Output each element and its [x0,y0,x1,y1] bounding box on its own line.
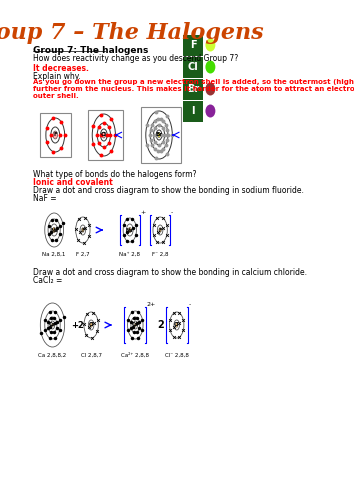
Circle shape [159,228,161,232]
Circle shape [53,228,56,232]
Text: Na: Na [126,228,133,232]
Text: Group 7: The halogens: Group 7: The halogens [33,46,149,55]
Text: -: - [171,210,173,215]
Text: Cl 2,8,7: Cl 2,8,7 [81,353,102,358]
FancyBboxPatch shape [183,79,203,100]
Circle shape [128,228,131,232]
Text: F: F [190,40,196,50]
Text: 2+: 2+ [147,302,156,307]
Text: NaF =: NaF = [33,194,57,203]
Circle shape [102,132,105,138]
Circle shape [158,132,160,138]
Text: Ca: Ca [132,322,139,328]
Text: Ionic and covalent: Ionic and covalent [33,178,113,187]
FancyBboxPatch shape [183,57,203,78]
FancyBboxPatch shape [183,35,203,56]
Text: Br: Br [187,84,199,94]
Text: Cl: Cl [88,322,94,328]
Text: F⁻ 2,8: F⁻ 2,8 [152,252,169,257]
Circle shape [176,323,178,327]
Text: As you go down the group a new electron shell is added, so the outermost (highes: As you go down the group a new electron … [33,79,354,99]
Text: Na: Na [50,228,58,232]
Ellipse shape [205,60,215,74]
Circle shape [134,323,136,327]
Text: Na 2,8,1: Na 2,8,1 [42,252,66,257]
Text: Group 7 – The Halogens: Group 7 – The Halogens [0,22,264,44]
Circle shape [82,228,84,232]
Circle shape [90,323,92,327]
Text: -: - [188,302,190,307]
Text: +2: +2 [71,320,84,330]
Text: Draw a dot and cross diagram to show the bonding in calcium chloride.: Draw a dot and cross diagram to show the… [33,268,307,277]
FancyBboxPatch shape [183,101,203,122]
Text: CaCl₂ =: CaCl₂ = [33,276,63,285]
Ellipse shape [205,38,215,52]
Circle shape [51,323,53,327]
Text: Cl: Cl [188,62,199,72]
Circle shape [53,131,57,139]
Text: Cl: Cl [101,132,107,138]
Text: Explain why.: Explain why. [33,72,81,81]
Text: Br: Br [155,132,162,138]
Text: F: F [53,132,57,138]
Text: F: F [81,228,85,232]
Text: Na⁺ 2,8: Na⁺ 2,8 [119,252,140,257]
Text: F: F [159,228,162,232]
Text: Ca: Ca [49,322,56,328]
Text: Cl: Cl [174,322,179,328]
Text: F 2,7: F 2,7 [76,252,90,257]
Text: Ca²⁺ 2,8,8: Ca²⁺ 2,8,8 [121,353,149,358]
Ellipse shape [205,104,215,118]
Text: What type of bonds do the halogens form?: What type of bonds do the halogens form? [33,170,197,179]
Text: 2: 2 [157,320,164,330]
Text: Draw a dot and cross diagram to show the bonding in sodium fluoride.: Draw a dot and cross diagram to show the… [33,186,304,195]
Text: Ca 2,8,8,2: Ca 2,8,8,2 [38,353,67,358]
Text: It decreases.: It decreases. [33,64,89,73]
Ellipse shape [205,82,215,96]
Text: I: I [192,106,195,116]
Text: +: + [140,210,145,215]
Text: How does reactivity change as you descend Group 7?: How does reactivity change as you descen… [33,54,238,63]
Text: Cl⁻ 2,8,8: Cl⁻ 2,8,8 [165,353,189,358]
